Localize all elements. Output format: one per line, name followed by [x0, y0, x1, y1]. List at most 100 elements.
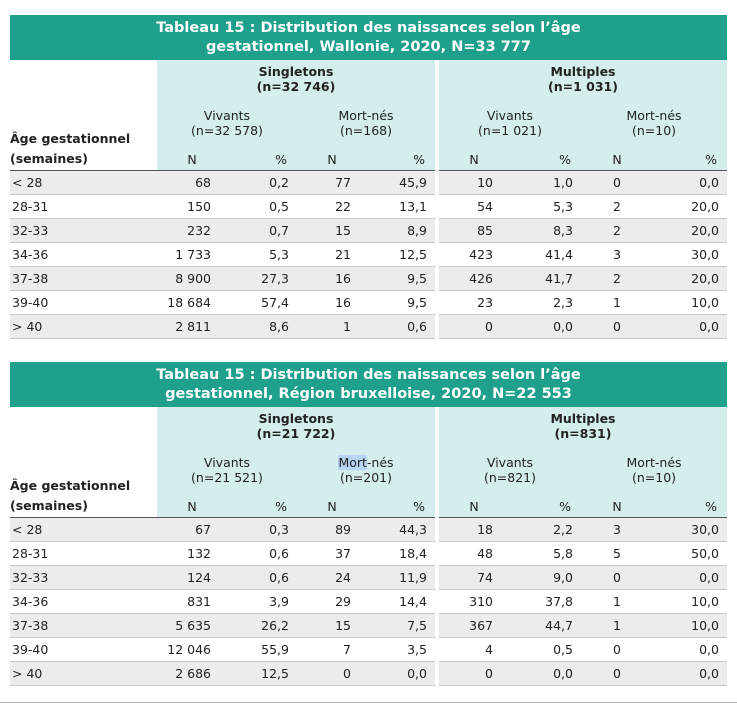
cell-count: 8 900 [157, 266, 227, 291]
cell-count: 831 [157, 589, 227, 614]
age-label: 39-40 [10, 637, 157, 662]
cell-percent: 12,5 [227, 661, 297, 686]
cell-count: 15 [297, 218, 367, 243]
col-n: N [435, 495, 509, 518]
age-label: 28-31 [10, 194, 157, 219]
col-n: N [297, 148, 367, 171]
age-header: Âge gestationnel [10, 60, 157, 148]
cell-count: 3 [581, 517, 653, 542]
cell-percent: 30,0 [653, 517, 727, 542]
cell-percent: 3,5 [367, 637, 437, 662]
cell-percent: 10,0 [653, 613, 727, 638]
sub-header-vivants: Vivants (n=32 578) [157, 104, 297, 148]
cell-percent: 26,2 [227, 613, 297, 638]
cell-count: 1 [581, 589, 653, 614]
cell-count: 74 [435, 565, 509, 590]
col-pct: % [509, 495, 581, 518]
cell-count: 1 [581, 613, 653, 638]
cell-count: 5 [581, 541, 653, 566]
col-n: N [157, 148, 227, 171]
age-label: < 28 [10, 170, 157, 195]
cell-percent: 55,9 [227, 637, 297, 662]
age-label: < 28 [10, 517, 157, 542]
cell-count: 18 [435, 517, 509, 542]
cell-count: 48 [435, 541, 509, 566]
cell-count: 3 [581, 242, 653, 267]
cell-percent: 11,9 [367, 565, 437, 590]
age-label: > 40 [10, 661, 157, 686]
cell-count: 54 [435, 194, 509, 219]
sub-header-vivants: Vivants (n=21 521) [157, 451, 297, 495]
table-row: 34-36 1 733 5,3 21 12,5 423 41,4 3 30,0 [10, 242, 727, 267]
cell-count: 0 [297, 661, 367, 686]
cell-percent: 7,5 [367, 613, 437, 638]
cell-count: 132 [157, 541, 227, 566]
cell-count: 2 811 [157, 314, 227, 339]
table-row: 39-40 18 684 57,4 16 9,5 23 2,3 1 10,0 [10, 290, 727, 315]
sub-header-vivants: Vivants (n=1 021) [435, 104, 581, 148]
col-pct: % [509, 148, 581, 171]
table-row: 34-36 831 3,9 29 14,4 310 37,8 1 10,0 [10, 589, 727, 614]
cell-percent: 0,0 [653, 314, 727, 339]
cell-percent: 45,9 [367, 170, 437, 195]
cell-percent: 37,8 [509, 589, 581, 614]
cell-count: 23 [435, 290, 509, 315]
multiples-header: Multiples (n=1 031) [435, 60, 727, 104]
age-header-units: (semaines) [10, 495, 157, 518]
cell-percent: 50,0 [653, 541, 727, 566]
age-label: 37-38 [10, 613, 157, 638]
cell-count: 310 [435, 589, 509, 614]
cell-count: 22 [297, 194, 367, 219]
singletons-header: Singletons (n=32 746) [157, 60, 437, 104]
cell-count: 232 [157, 218, 227, 243]
cell-percent: 10,0 [653, 589, 727, 614]
col-n: N [581, 148, 653, 171]
cell-count: 150 [157, 194, 227, 219]
cell-count: 0 [581, 661, 653, 686]
table-row: 32-33 232 0,7 15 8,9 85 8,3 2 20,0 [10, 218, 727, 243]
age-label: 37-38 [10, 266, 157, 291]
cell-percent: 0,0 [653, 637, 727, 662]
cell-count: 5 635 [157, 613, 227, 638]
cell-percent: 5,8 [509, 541, 581, 566]
table-row: > 40 2 686 12,5 0 0,0 0 0,0 0 0,0 [10, 661, 727, 686]
cell-percent: 30,0 [653, 242, 727, 267]
cell-percent: 0,0 [367, 661, 437, 686]
col-n: N [297, 495, 367, 518]
cell-percent: 14,4 [367, 589, 437, 614]
cell-count: 0 [581, 637, 653, 662]
cell-percent: 20,0 [653, 218, 727, 243]
cell-percent: 3,9 [227, 589, 297, 614]
cell-percent: 27,3 [227, 266, 297, 291]
title-line-2: gestationnel, Région bruxelloise, 2020, … [165, 386, 572, 402]
table-row: 28-31 132 0,6 37 18,4 48 5,8 5 50,0 [10, 541, 727, 566]
cell-percent: 0,0 [653, 565, 727, 590]
cell-percent: 8,3 [509, 218, 581, 243]
title-line-1: Tableau 15 : Distribution des naissances… [156, 20, 581, 36]
cell-percent: 5,3 [509, 194, 581, 219]
cell-percent: 5,3 [227, 242, 297, 267]
cell-percent: 0,0 [509, 314, 581, 339]
cell-count: 0 [581, 314, 653, 339]
cell-percent: 0,7 [227, 218, 297, 243]
cell-percent: 0,5 [509, 637, 581, 662]
cell-percent: 0,0 [653, 661, 727, 686]
cell-percent: 2,3 [509, 290, 581, 315]
cell-percent: 41,4 [509, 242, 581, 267]
cell-count: 124 [157, 565, 227, 590]
cell-count: 0 [435, 661, 509, 686]
cell-percent: 0,2 [227, 170, 297, 195]
cell-count: 18 684 [157, 290, 227, 315]
cell-count: 15 [297, 613, 367, 638]
text-selection-highlight[interactable]: Mort [338, 455, 367, 470]
cell-percent: 57,4 [227, 290, 297, 315]
cell-percent: 9,0 [509, 565, 581, 590]
cell-percent: 9,5 [367, 290, 437, 315]
cell-percent: 1,0 [509, 170, 581, 195]
cell-count: 2 [581, 194, 653, 219]
cell-count: 2 686 [157, 661, 227, 686]
singletons-header: Singletons (n=21 722) [157, 407, 437, 451]
sub-header-mort-nes[interactable]: Mort-nés (n=201) [297, 451, 437, 495]
cell-percent: 20,0 [653, 266, 727, 291]
col-pct: % [227, 148, 297, 171]
